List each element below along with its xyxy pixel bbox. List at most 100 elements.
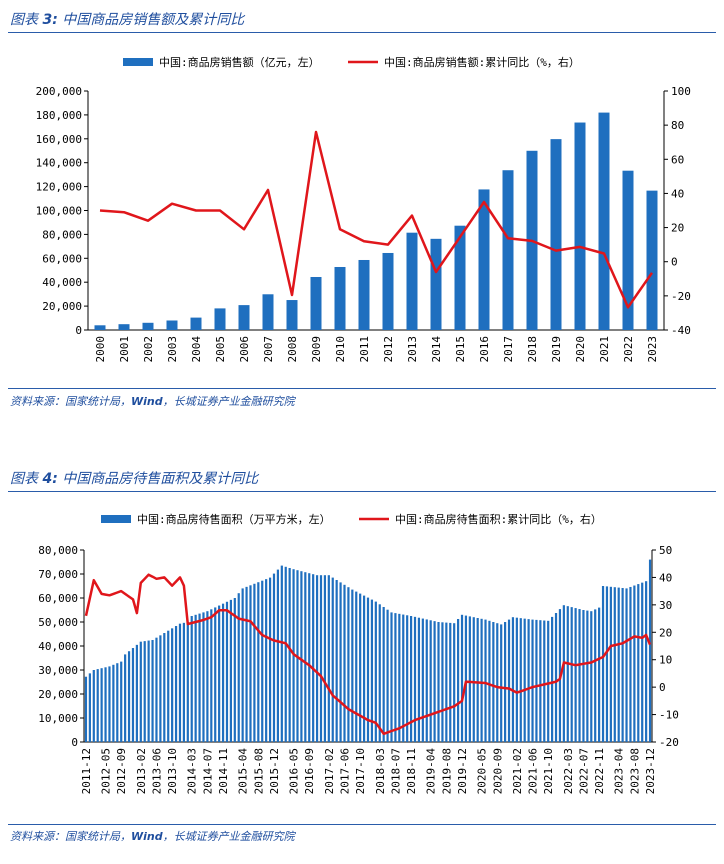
chart2-bar: 2019-02 (421, 618, 424, 742)
chart-unsold-area: 0 10,000 20,000 30,000 40,000 50,000 60,000 70,… (38, 512, 679, 795)
chart2-bar: 2014-04 (194, 614, 197, 742)
chart2-bar: 2021-05 (527, 619, 530, 742)
chart2-bar: 2017-03 (331, 577, 334, 742)
chart2-bar: 2015-06 (249, 585, 252, 742)
chart2-right-tick-label: -20 (659, 736, 679, 749)
chart1-bar (598, 112, 610, 330)
chart2-bar: 2020-12 (507, 619, 511, 742)
chart2-bar: 2016-12 (319, 575, 323, 742)
chart2-x-tick-label: 2023-04 (613, 748, 626, 795)
chart2-x-tick-label: 2019-12 (456, 748, 469, 794)
chart2-right-tick-label: 30 (659, 599, 672, 612)
chart2-bar: 2018-02 (374, 601, 377, 742)
chart2-bar: 2019-11 (456, 619, 460, 742)
chart1-x-tick-label: 2009 (310, 336, 323, 363)
chart2-bar: 2020-04 (476, 618, 479, 742)
chart1-bar (238, 305, 250, 330)
chart2-bar: 2021-01 (511, 617, 515, 742)
chart2-bar: 2020-10 (500, 624, 503, 742)
chart1-bar (118, 324, 130, 330)
chart2-bar: 2016-09 (308, 573, 311, 742)
chart2-bar: 2017-08 (351, 589, 354, 742)
chart2-bar: 2012-04 (100, 668, 103, 742)
chart2-bar: 2017-02 (327, 575, 330, 742)
chart2-bar: 2022-06 (578, 609, 581, 742)
figure-3-title-prefix: 图表 (10, 12, 38, 28)
chart2-left-tick-label: 30,000 (38, 664, 78, 677)
chart1-x-tick-label: 2016 (478, 336, 491, 363)
chart2-bar: 2020-11 (504, 622, 507, 742)
chart2-bar: 2015-11 (268, 577, 272, 742)
chart2-bar: 2017-12 (366, 597, 370, 742)
chart1-x-tick-label: 2017 (502, 336, 515, 363)
chart2-x-tick-label: 2017-02 (323, 748, 336, 794)
chart2-bar: 2014-11 (221, 603, 225, 742)
chart2-bar: 2022-02 (562, 605, 565, 742)
chart2-x-tick-label: 2020-05 (476, 748, 489, 794)
chart2-right-tick-label: 20 (659, 626, 672, 639)
chart2-bar: 2022-11 (598, 607, 601, 742)
figure-4-title-rule (8, 491, 716, 492)
chart2-bar: 2015-09 (261, 580, 264, 742)
chart1-bar (214, 308, 226, 330)
chart2-bar: 2021-02 (515, 617, 518, 742)
chart2-bar: 2021-03 (519, 618, 522, 742)
chart2-bar: 2018-03 (378, 604, 381, 742)
chart2-x-tick-label: 2013-02 (135, 748, 148, 794)
chart1-right-tick-label: 40 (671, 187, 684, 200)
chart2-bar: 2017-09 (355, 591, 358, 742)
chart2-x-tick-label: 2022-07 (577, 748, 590, 794)
chart2-bar: 2018-08 (398, 613, 401, 742)
chart2-bar: 2012-11 (127, 651, 131, 742)
chart2-x-tick-label: 2021-02 (511, 748, 524, 794)
chart1-bar (142, 322, 154, 330)
figure-3-title-number: 3: (42, 12, 58, 28)
chart2-left-tick-label: 10,000 (38, 712, 78, 725)
chart2-bar: 2012-06 (108, 666, 111, 742)
chart2-bar: 2015-07 (253, 583, 256, 742)
chart2-bar: 2017-05 (339, 582, 342, 742)
chart2-bar: 2014-06 (202, 612, 205, 742)
chart2-bar: 2020-02 (468, 616, 471, 742)
chart2-bar: 2014-08 (210, 609, 213, 742)
chart1-bar (574, 122, 586, 330)
chart2-right-tick-label: -10 (659, 709, 679, 722)
chart1-left-tick-label: 20,000 (42, 300, 82, 313)
chart2-bar: 2012-05 (104, 667, 107, 742)
chart2-right-tick-label: 40 (659, 571, 672, 584)
figure-4-title-number: 4: (42, 471, 58, 487)
figure-4-source-suffix: ，长城证券产业金融研究院 (162, 830, 295, 843)
chart2-x-tick-label: 2018-07 (389, 748, 402, 794)
chart1-x-tick-label: 2010 (334, 336, 347, 363)
chart2-bar: 2022-03 (566, 606, 569, 742)
chart2-bar: 2011-12 (84, 676, 88, 742)
chart2-bar: 2018-07 (394, 613, 397, 742)
chart2-bar: 2017-11 (362, 595, 366, 742)
chart2-left-tick-label: 80,000 (38, 544, 78, 557)
chart2-bar: 2021-06 (531, 619, 534, 742)
chart2-bar: 2022-07 (582, 610, 585, 742)
chart1-x-tick-label: 2014 (430, 336, 443, 363)
chart2-left-tick-label: 0 (71, 736, 78, 749)
chart2-right-tick-label: 0 (659, 681, 666, 694)
chart2-bar: 2013-10 (171, 628, 174, 742)
chart2-yoy-line (84, 573, 652, 736)
figure-4-source-prefix: 资料来源：国家统计局， (10, 830, 131, 843)
chart2-bar: 2023-03 (613, 587, 616, 742)
chart1-left-tick-label: 0 (75, 324, 82, 337)
chart2-x-tick-label: 2016-09 (303, 748, 316, 794)
chart2-bar: 2015-08 (257, 582, 260, 742)
chart2-bar: 2013-05 (151, 640, 154, 742)
chart2-left-tick-label: 40,000 (38, 640, 78, 653)
chart1-x-tick-label: 2004 (190, 336, 203, 363)
chart1-right-tick-label: 20 (671, 222, 684, 235)
chart2-left-tick-label: 70,000 (38, 568, 78, 581)
chart-sales-revenue: 0 20,000 40,000 60,000 80,000 100,000 120,000 1… (36, 55, 691, 363)
chart2-x-tick-label: 2018-03 (374, 748, 387, 794)
figure-4-source-wind: Wind (131, 830, 163, 843)
chart2-bar: 2021-08 (539, 620, 542, 742)
chart1-left-tick-label: 80,000 (42, 228, 82, 241)
chart2-bar: 2021-09 (543, 620, 546, 742)
figure-4-source: 资料来源：国家统计局，Wind，长城证券产业金融研究院 (10, 828, 295, 844)
chart1-left-tick-label: 180,000 (36, 109, 82, 122)
